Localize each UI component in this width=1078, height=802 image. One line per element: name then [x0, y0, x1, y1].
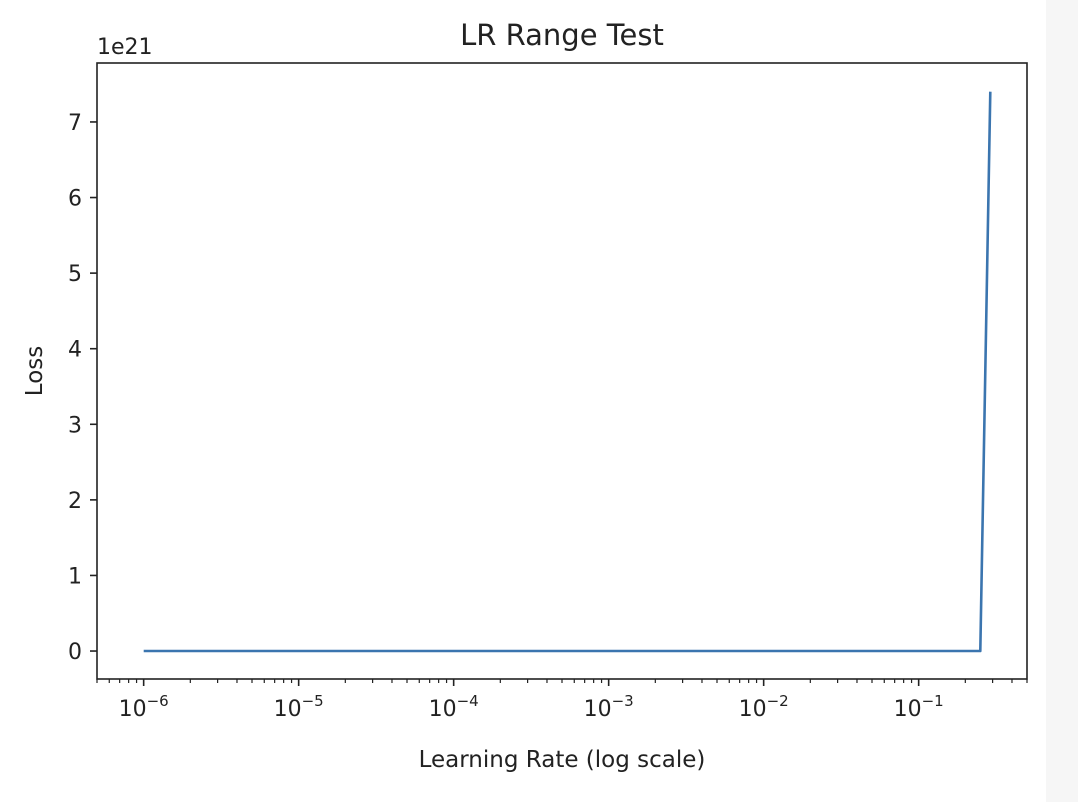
series-line [143, 91, 992, 653]
y-tick-label: 3 [68, 413, 82, 438]
plot-frame [96, 62, 1028, 680]
y-tick-label: 1 [68, 564, 82, 589]
chart: LR Range Test 1e21 Learning Rate (log sc… [22, 18, 1028, 773]
x-tick-label: 10−4 [429, 692, 479, 722]
y-tick-label: 6 [68, 187, 82, 212]
x-tick-label: 10−5 [274, 692, 324, 722]
plot-area [143, 91, 992, 653]
y-tick-label: 7 [68, 111, 82, 136]
x-tick-label: 10−6 [119, 692, 169, 722]
y-tick-label: 4 [68, 338, 82, 363]
x-axis-label: Learning Rate (log scale) [419, 747, 706, 773]
axis-ticks: 0 1 2 3 4 5 6 7 10−6 10−5 10−4 10−3 10−2 10−1 [68, 111, 1028, 722]
y-tick-label: 2 [68, 489, 82, 514]
chart-page: LR Range Test 1e21 Learning Rate (log sc… [22, 18, 1028, 773]
chart-title: LR Range Test [460, 18, 664, 52]
y-offset-label: 1e21 [97, 35, 153, 60]
y-axis-label: Loss [22, 346, 48, 396]
x-tick-label: 10−2 [739, 692, 789, 722]
x-tick-label: 10−3 [584, 692, 634, 722]
x-tick-label: 10−1 [894, 692, 944, 722]
y-tick-label: 5 [68, 262, 82, 287]
y-tick-label: 0 [68, 640, 82, 665]
